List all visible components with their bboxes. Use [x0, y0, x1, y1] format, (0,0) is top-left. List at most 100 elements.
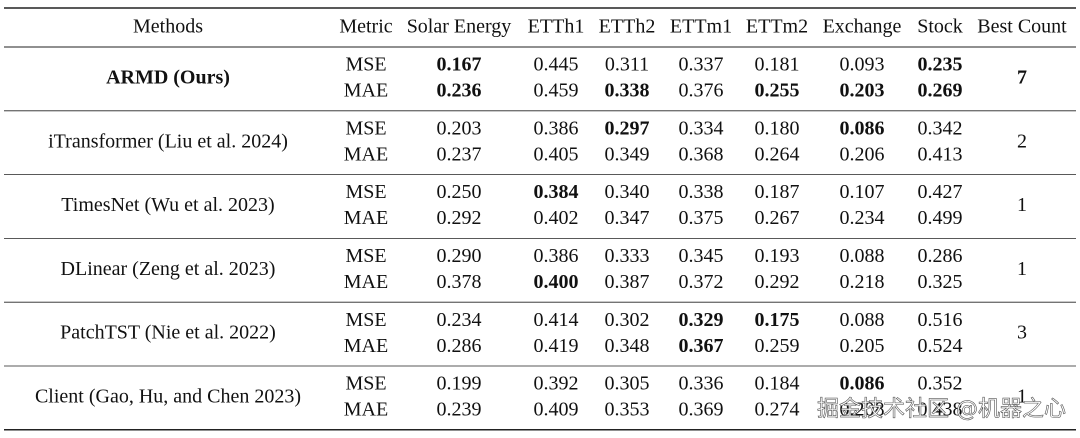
cell-value: 0.386	[534, 117, 579, 139]
cell-value: 0.340	[605, 181, 650, 203]
cell-value: 0.180	[755, 117, 800, 139]
metric: MAE	[344, 399, 388, 421]
cell-value: 0.409	[534, 399, 579, 421]
cell-value: 0.239	[437, 399, 482, 421]
best-count: 7	[1017, 66, 1027, 88]
cell-value: 0.255	[755, 80, 800, 102]
cell-value: 0.234	[437, 309, 482, 331]
cell-value: 0.107	[840, 181, 885, 203]
cell-value: 0.419	[534, 335, 579, 357]
cell-value: 0.175	[755, 309, 800, 331]
cell-value: 0.235	[918, 54, 963, 76]
metric: MSE	[345, 117, 386, 139]
cell-value: 0.368	[679, 143, 724, 165]
metric: MSE	[345, 245, 386, 267]
column-header: Methods	[133, 16, 203, 38]
column-header: Solar Energy	[407, 16, 512, 38]
metric: MAE	[344, 143, 388, 165]
cell-value: 0.237	[437, 143, 482, 165]
metric: MAE	[344, 207, 388, 229]
cell-value: 0.167	[437, 54, 482, 76]
best-count: 3	[1017, 322, 1027, 344]
cell-value: 0.378	[437, 271, 482, 293]
metric: MSE	[345, 373, 386, 395]
cell-value: 0.384	[534, 181, 579, 203]
best-count: 1	[1017, 385, 1027, 407]
cell-value: 0.302	[605, 309, 650, 331]
cell-value: 0.524	[918, 335, 963, 357]
method-name: ARMD (Ours)	[106, 66, 230, 88]
metric: MSE	[345, 181, 386, 203]
cell-value: 0.199	[437, 373, 482, 395]
metric: MAE	[344, 80, 388, 102]
cell-value: 0.292	[437, 207, 482, 229]
method-name: Client (Gao, Hu, and Chen 2023)	[35, 385, 301, 407]
cell-value: 0.305	[605, 373, 650, 395]
cell-value: 0.325	[918, 271, 963, 293]
column-header: ETTh1	[528, 16, 585, 38]
cell-value: 0.386	[534, 245, 579, 267]
cell-value: 0.264	[755, 143, 800, 165]
cell-value: 0.250	[437, 181, 482, 203]
cell-value: 0.286	[918, 245, 963, 267]
cell-value: 0.334	[679, 117, 724, 139]
column-header: Exchange	[823, 16, 902, 38]
cell-value: 0.369	[679, 399, 724, 421]
cell-value: 0.349	[605, 143, 650, 165]
cell-value: 0.290	[437, 245, 482, 267]
cell-value: 0.193	[755, 245, 800, 267]
cell-value: 0.402	[534, 207, 579, 229]
cell-value: 0.086	[840, 117, 885, 139]
method-name: TimesNet (Wu et al. 2023)	[61, 194, 274, 216]
cell-value: 0.203	[840, 80, 885, 102]
cell-value: 0.267	[755, 207, 800, 229]
column-header: ETTm2	[746, 16, 808, 38]
cell-value: 0.376	[679, 80, 724, 102]
cell-value: 0.405	[534, 143, 579, 165]
cell-value: 0.205	[840, 335, 885, 357]
cell-value: 0.372	[679, 271, 724, 293]
cell-value: 0.414	[534, 309, 579, 331]
best-count: 1	[1017, 258, 1027, 280]
best-count: 1	[1017, 194, 1027, 216]
cell-value: 0.342	[918, 117, 963, 139]
column-header: Stock	[917, 16, 963, 38]
method-name: DLinear (Zeng et al. 2023)	[61, 258, 276, 280]
best-count: 2	[1017, 130, 1027, 152]
metric: MSE	[345, 309, 386, 331]
cell-value: 0.236	[437, 80, 482, 102]
cell-value: 0.093	[840, 54, 885, 76]
cell-value: 0.338	[679, 181, 724, 203]
cell-value: 0.427	[918, 181, 963, 203]
column-header: ETTh2	[599, 16, 656, 38]
column-header: ETTm1	[670, 16, 732, 38]
cell-value: 0.206	[840, 143, 885, 165]
cell-value: 0.184	[755, 373, 800, 395]
cell-value: 0.088	[840, 245, 885, 267]
cell-value: 0.352	[918, 373, 963, 395]
cell-value: 0.274	[755, 399, 800, 421]
cell-value: 0.387	[605, 271, 650, 293]
cell-value: 0.438	[918, 399, 963, 421]
cell-value: 0.181	[755, 54, 800, 76]
cell-value: 0.208	[840, 399, 885, 421]
metric: MAE	[344, 271, 388, 293]
cell-value: 0.337	[679, 54, 724, 76]
cell-value: 0.292	[755, 271, 800, 293]
cell-value: 0.259	[755, 335, 800, 357]
metric: MSE	[345, 54, 386, 76]
cell-value: 0.459	[534, 80, 579, 102]
cell-value: 0.392	[534, 373, 579, 395]
cell-value: 0.329	[679, 309, 724, 331]
cell-value: 0.348	[605, 335, 650, 357]
cell-value: 0.187	[755, 181, 800, 203]
cell-value: 0.218	[840, 271, 885, 293]
cell-value: 0.375	[679, 207, 724, 229]
cell-value: 0.400	[534, 271, 579, 293]
cell-value: 0.088	[840, 309, 885, 331]
cell-value: 0.336	[679, 373, 724, 395]
column-header: Best Count	[977, 16, 1067, 38]
cell-value: 0.516	[918, 309, 963, 331]
method-name: iTransformer (Liu et al. 2024)	[48, 130, 288, 152]
